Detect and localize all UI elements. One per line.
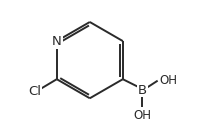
- Text: B: B: [138, 84, 147, 97]
- Text: N: N: [52, 35, 62, 48]
- Text: Cl: Cl: [29, 85, 42, 98]
- Text: OH: OH: [133, 109, 151, 122]
- Text: OH: OH: [160, 74, 178, 87]
